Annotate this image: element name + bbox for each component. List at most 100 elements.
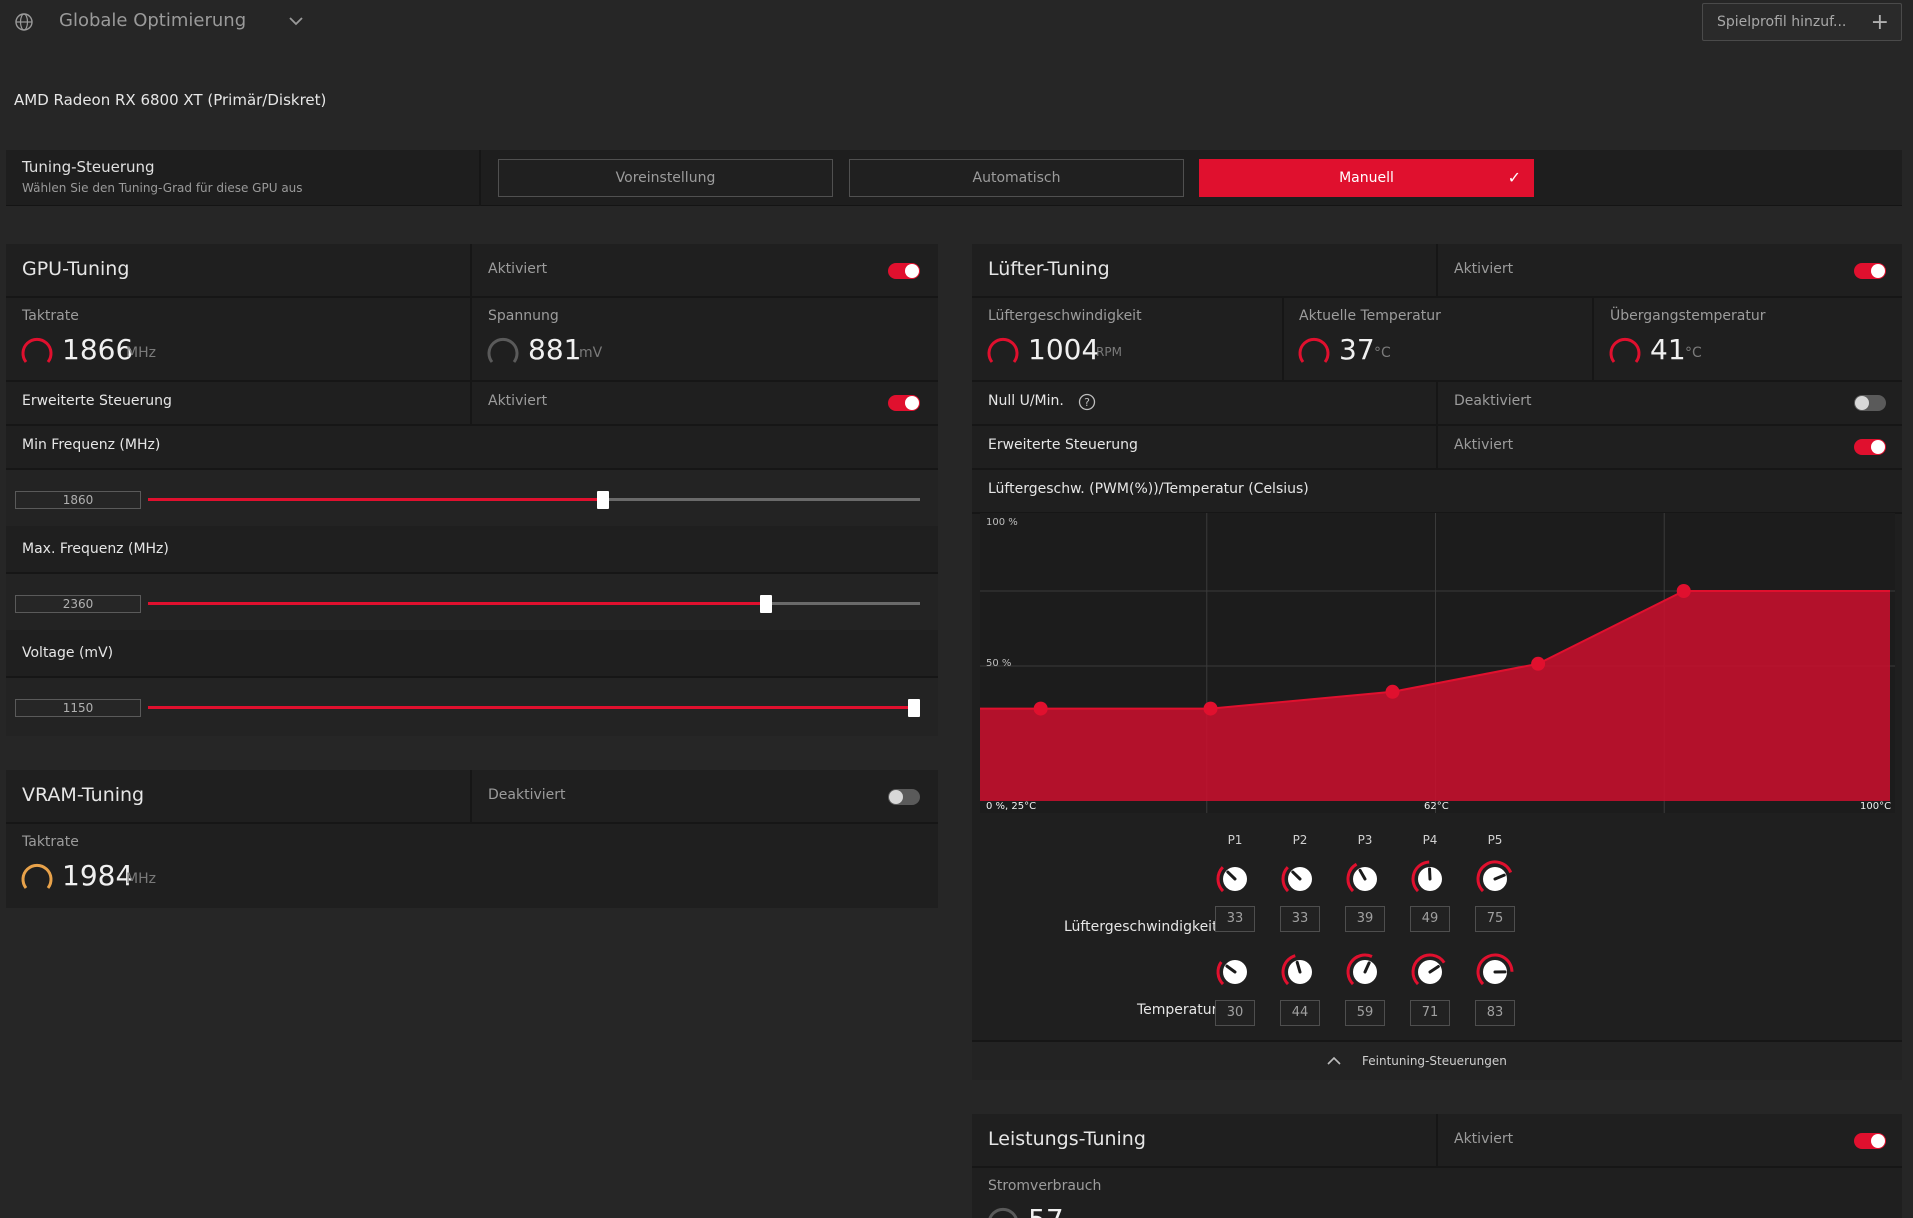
speed-knob-p1[interactable] bbox=[1215, 859, 1255, 899]
help-icon[interactable]: ? bbox=[1078, 393, 1096, 411]
globe-icon[interactable] bbox=[14, 12, 34, 32]
current-temp-unit: °C bbox=[1374, 345, 1391, 361]
current-temp-label: Aktuelle Temperatur bbox=[1299, 308, 1441, 324]
max-freq-slider-thumb[interactable] bbox=[759, 595, 772, 613]
fan-curve-points bbox=[1033, 584, 1691, 716]
temp-input-p5[interactable]: 83 bbox=[1475, 1000, 1515, 1026]
max-freq-slider-fill bbox=[148, 602, 766, 605]
speed-knob-p5[interactable] bbox=[1475, 859, 1515, 899]
voltage-mv-slider-fill bbox=[148, 706, 920, 709]
voltage-mv-slider-thumb[interactable] bbox=[908, 699, 920, 717]
min-freq-input[interactable]: 1860 bbox=[15, 491, 141, 509]
fan-curve-point-1[interactable] bbox=[1033, 701, 1048, 716]
point-label-p4: P4 bbox=[1422, 833, 1438, 847]
advanced-control-toggle[interactable] bbox=[888, 395, 920, 411]
automatic-button[interactable]: Automatisch bbox=[849, 159, 1184, 197]
temp-input-p1[interactable]: 30 bbox=[1215, 1000, 1255, 1026]
speed-knob-p2[interactable] bbox=[1280, 859, 1320, 899]
current-temp-value: 37 bbox=[1339, 333, 1375, 366]
divider bbox=[6, 822, 938, 824]
manual-button[interactable]: Manuell ✓ bbox=[1199, 159, 1534, 197]
max-freq-row: 2360 bbox=[6, 574, 938, 630]
vram-clock-value: 1984 bbox=[62, 859, 134, 892]
temp-knob-p2[interactable] bbox=[1280, 952, 1320, 992]
fan-tuning-toggle[interactable] bbox=[1854, 263, 1886, 279]
power-value: 57 bbox=[1028, 1203, 1064, 1218]
max-freq-input[interactable]: 2360 bbox=[15, 595, 141, 613]
vram-tuning-toggle[interactable] bbox=[888, 789, 920, 805]
divider bbox=[1592, 296, 1594, 380]
temp-knob-p1[interactable] bbox=[1215, 952, 1255, 992]
divider bbox=[972, 424, 1902, 426]
plus-icon: + bbox=[1870, 10, 1889, 35]
speed-input-p1[interactable]: 33 bbox=[1215, 906, 1255, 932]
power-label: Stromverbrauch bbox=[988, 1178, 1102, 1194]
vram-tuning-status: Deaktiviert bbox=[488, 787, 566, 803]
clock-label: Taktrate bbox=[22, 308, 79, 324]
temp-knob-p3[interactable] bbox=[1345, 952, 1385, 992]
speed-input-p3[interactable]: 39 bbox=[1345, 906, 1385, 932]
fan-curve-point-3[interactable] bbox=[1385, 684, 1400, 699]
zero-rpm-status: Deaktiviert bbox=[1454, 393, 1532, 409]
voltage-mv-label: Voltage (mV) bbox=[22, 645, 114, 661]
x-axis-mid-label: 62°C bbox=[1424, 801, 1449, 812]
fan-curve-svg[interactable]: 100 % 50 % 0 %, 25°C 62°C 100°C bbox=[980, 513, 1895, 813]
voltage-label: Spannung bbox=[488, 308, 559, 324]
speed-input-p4[interactable]: 49 bbox=[1410, 906, 1450, 932]
fan-curve-point-4[interactable] bbox=[1531, 656, 1546, 671]
fine-tune-toggle-bar[interactable]: Feintuning-Steuerungen bbox=[972, 1042, 1902, 1080]
fan-speed-value: 1004 bbox=[1028, 333, 1100, 366]
voltage-mv-input[interactable]: 1150 bbox=[15, 699, 141, 717]
temp-knob-p5[interactable] bbox=[1475, 952, 1515, 992]
gpu-tuning-panel: GPU-Tuning Aktiviert Taktrate 1866 MHz S… bbox=[6, 244, 938, 736]
divider bbox=[6, 296, 938, 298]
fan-speed-unit: RPM bbox=[1096, 345, 1122, 359]
divider bbox=[1436, 1114, 1438, 1166]
speed-knob-p3[interactable] bbox=[1345, 859, 1385, 899]
point-label-p3: P3 bbox=[1357, 833, 1373, 847]
power-tuning-panel: Leistungs-Tuning Aktiviert Stromverbrauc… bbox=[972, 1114, 1902, 1218]
fan-curve-chart[interactable]: 100 % 50 % 0 %, 25°C 62°C 100°C bbox=[980, 513, 1895, 813]
junction-temp-unit: °C bbox=[1685, 345, 1702, 361]
min-freq-slider-fill bbox=[148, 498, 604, 501]
profile-selector[interactable]: Globale Optimierung bbox=[59, 10, 247, 31]
gpu-name: AMD Radeon RX 6800 XT (Primär/Diskret) bbox=[14, 91, 327, 109]
gpu-tuning-title: GPU-Tuning bbox=[22, 258, 130, 280]
temp-knob-p4[interactable] bbox=[1410, 952, 1450, 992]
power-tuning-title: Leistungs-Tuning bbox=[988, 1128, 1146, 1150]
tuning-control-row: Tuning-Steuerung Wählen Sie den Tuning-G… bbox=[6, 150, 1902, 206]
fan-curve-point-5[interactable] bbox=[1676, 584, 1691, 598]
divider bbox=[972, 468, 1902, 470]
vram-tuning-panel: VRAM-Tuning Deaktiviert Taktrate 1984 MH… bbox=[6, 770, 938, 908]
voltage-value: 881 bbox=[528, 333, 582, 366]
temp-input-p2[interactable]: 44 bbox=[1280, 1000, 1320, 1026]
tuning-control-subtitle: Wählen Sie den Tuning-Grad für diese GPU… bbox=[22, 181, 303, 195]
y-axis-top-label: 100 % bbox=[986, 517, 1018, 528]
divider bbox=[479, 150, 481, 206]
fan-curve-point-2[interactable] bbox=[1203, 701, 1218, 716]
tuning-control-title: Tuning-Steuerung bbox=[22, 158, 155, 176]
chevron-down-icon[interactable] bbox=[287, 12, 305, 30]
power-tuning-toggle[interactable] bbox=[1854, 1133, 1886, 1149]
voltage-unit: mV bbox=[579, 345, 603, 361]
temp-input-p4[interactable]: 71 bbox=[1410, 1000, 1450, 1026]
fan-advanced-toggle[interactable] bbox=[1854, 439, 1886, 455]
speed-knob-p4[interactable] bbox=[1410, 859, 1450, 899]
point-label-p2: P2 bbox=[1292, 833, 1308, 847]
fan-point-controls: Lüftergeschwindigkeit Temperatur P1 33 3… bbox=[972, 824, 1902, 1042]
add-game-profile-button[interactable]: Spielprofil hinzuf... + bbox=[1702, 3, 1902, 41]
preset-button[interactable]: Voreinstellung bbox=[498, 159, 833, 197]
divider bbox=[6, 572, 938, 574]
gpu-tuning-toggle[interactable] bbox=[888, 263, 920, 279]
power-tuning-status: Aktiviert bbox=[1454, 1131, 1514, 1147]
vram-clock-unit: MHz bbox=[126, 871, 156, 887]
voltage-mv-row: 1150 bbox=[6, 678, 938, 736]
speed-input-p2[interactable]: 33 bbox=[1280, 906, 1320, 932]
speed-input-p5[interactable]: 75 bbox=[1475, 906, 1515, 932]
clock-gauge-icon bbox=[21, 337, 53, 363]
temp-input-p3[interactable]: 59 bbox=[1345, 1000, 1385, 1026]
zero-rpm-toggle[interactable] bbox=[1854, 395, 1886, 411]
min-freq-slider-thumb[interactable] bbox=[597, 491, 610, 509]
fan-curve-area bbox=[980, 591, 1890, 801]
checkmark-icon: ✓ bbox=[1507, 168, 1521, 187]
